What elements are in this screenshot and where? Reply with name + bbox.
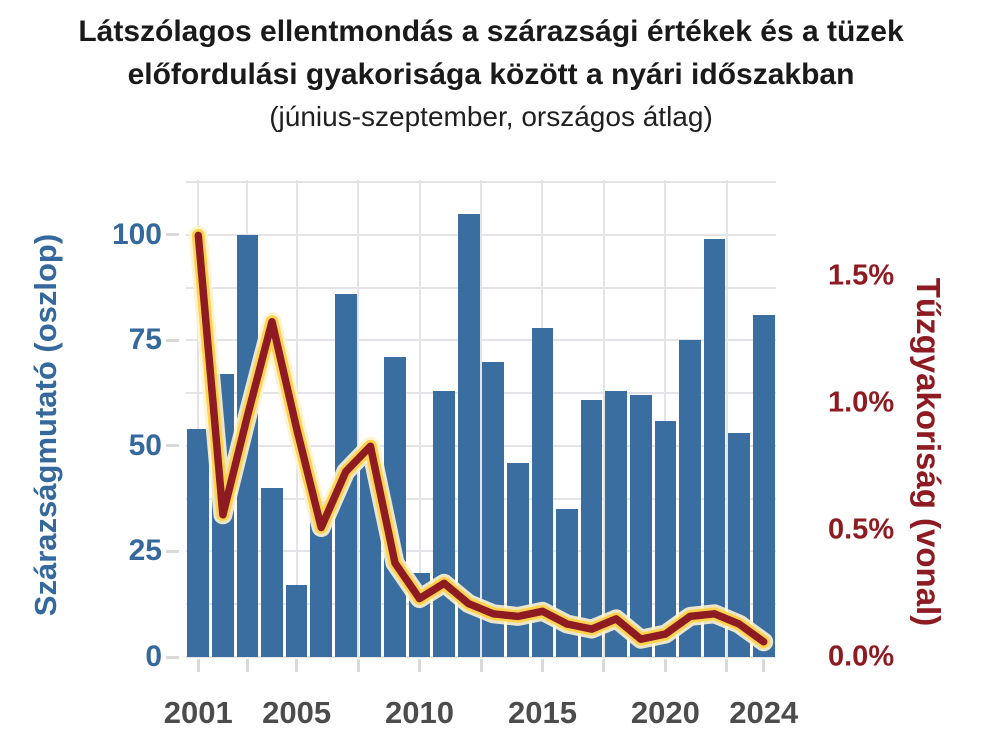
h-gridline bbox=[186, 656, 776, 658]
left-tick-mark bbox=[166, 655, 179, 659]
x-tick-mark bbox=[479, 659, 483, 672]
left-tick-label-50: 50 bbox=[128, 428, 162, 462]
x-tick-label-2024: 2024 bbox=[729, 695, 799, 730]
chart-title-line-2: előfordulási gyakorisága között a nyári … bbox=[127, 58, 855, 91]
bar-2022 bbox=[703, 239, 726, 657]
right-axis-title: Tűzgyakoriság (vonal) bbox=[910, 277, 947, 627]
x-tick-mark bbox=[295, 659, 299, 672]
bar-2006 bbox=[310, 500, 333, 657]
right-tick-label-0.5%: 0.5% bbox=[828, 513, 895, 546]
x-tick-label-2005: 2005 bbox=[262, 695, 332, 730]
x-tick-label-2015: 2015 bbox=[507, 695, 577, 730]
right-tick-label-1.0%: 1.0% bbox=[828, 386, 895, 419]
fire-frequency-line bbox=[188, 225, 774, 652]
chart-title-block: Látszólagos ellentmondás a szárazsági ér… bbox=[0, 10, 982, 138]
bar-2013 bbox=[482, 361, 505, 657]
x-tick-mark bbox=[196, 659, 200, 672]
right-tick-label-1.5%: 1.5% bbox=[828, 259, 895, 292]
left-tick-label-0: 0 bbox=[145, 640, 162, 673]
bar-2017 bbox=[580, 399, 603, 657]
bar-2020 bbox=[654, 420, 677, 657]
v-gridline bbox=[664, 180, 667, 657]
bar-2023 bbox=[728, 433, 750, 657]
v-gridline bbox=[197, 180, 200, 657]
v-gridline bbox=[725, 180, 728, 657]
chart-subtitle: (június-szeptember, országos átlag) bbox=[269, 101, 713, 132]
x-tick-mark bbox=[245, 659, 249, 672]
x-tick-mark bbox=[356, 659, 360, 672]
x-tick-mark bbox=[418, 659, 422, 672]
left-tick-mark bbox=[166, 444, 179, 448]
right-tick-label-0.0%: 0.0% bbox=[828, 640, 895, 673]
left-tick-label-75: 75 bbox=[128, 323, 162, 357]
chart-title-line-1: Látszólagos ellentmondás a szárazsági ér… bbox=[78, 15, 904, 48]
x-tick-mark bbox=[663, 659, 667, 672]
bar-2004 bbox=[261, 488, 283, 657]
left-tick-mark bbox=[166, 338, 179, 342]
bar-2005 bbox=[285, 585, 308, 657]
plot-area: 0 25 50 75 100 0.0% 0.5% 1.0% 1.5% 2001 2005 2010 20… bbox=[112, 180, 894, 730]
bar-2001 bbox=[187, 429, 210, 657]
x-tick-label-2020: 2020 bbox=[630, 695, 700, 730]
v-gridline bbox=[602, 180, 605, 657]
v-gridline bbox=[480, 180, 482, 657]
x-tick-mark bbox=[602, 659, 606, 672]
left-axis-title: Szárazságmutató (oszlop) bbox=[28, 233, 63, 617]
left-tick-label-100: 100 bbox=[111, 217, 162, 251]
v-gridline bbox=[357, 180, 360, 657]
bar-2019 bbox=[629, 395, 652, 657]
x-tick-label-2010: 2010 bbox=[385, 695, 455, 730]
bar-2021 bbox=[679, 340, 701, 657]
x-tick-mark bbox=[540, 659, 544, 672]
x-tick-label-2001: 2001 bbox=[163, 695, 233, 730]
left-tick-mark bbox=[166, 233, 179, 237]
bar-2012 bbox=[457, 213, 480, 657]
x-tick-mark bbox=[762, 659, 766, 672]
bar-2024 bbox=[752, 315, 775, 657]
v-gridline bbox=[418, 180, 421, 657]
bar-2018 bbox=[605, 391, 628, 657]
bar-2015 bbox=[531, 327, 554, 657]
left-tick-mark bbox=[166, 549, 179, 553]
left-tick-label-25: 25 bbox=[128, 534, 162, 568]
x-tick-mark bbox=[725, 659, 729, 672]
